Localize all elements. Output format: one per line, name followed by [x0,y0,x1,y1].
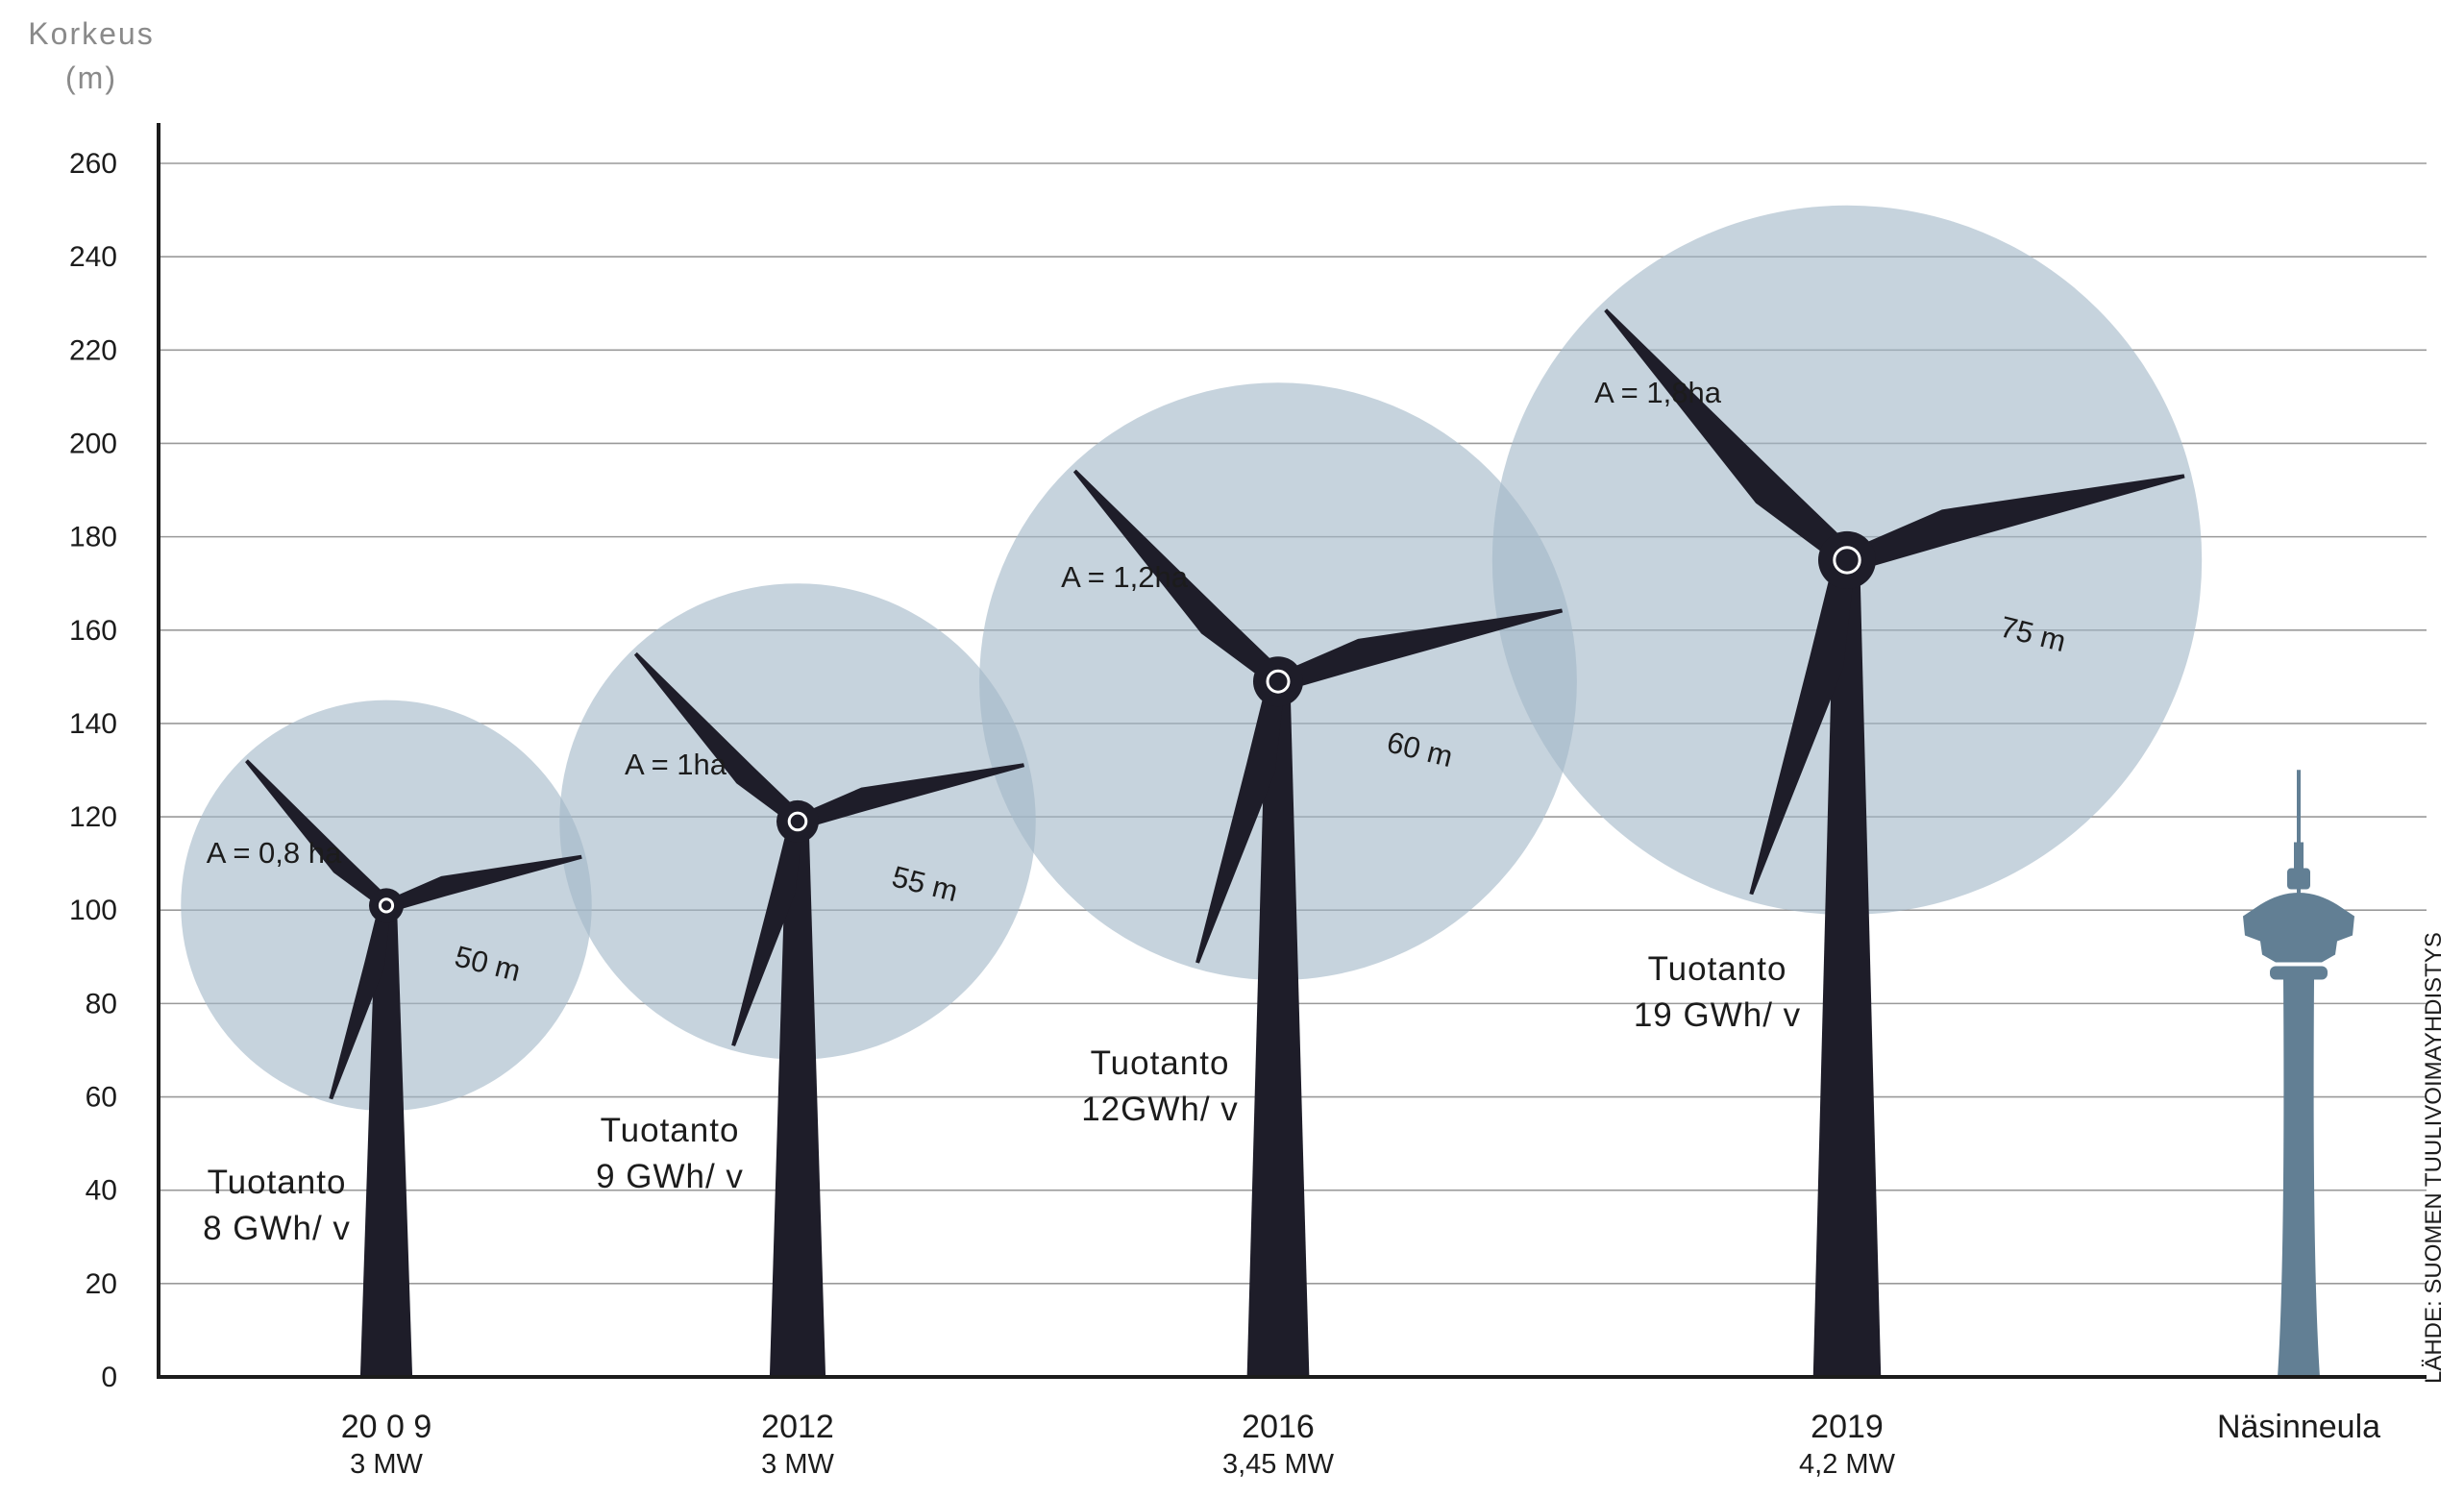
production-label-2: Tuotanto [1091,1044,1230,1082]
turbine-blades-0 [245,759,582,1100]
hub-0 [369,888,404,923]
blade-2-1 [1195,695,1284,964]
area-label-0: A = 0,8 ha [207,836,342,870]
y-tick-240: 240 [69,241,117,273]
power-label-0: 3 MW [350,1449,423,1480]
y-tick-100: 100 [69,895,117,926]
area-label-2: A = 1,2ha [1061,560,1189,594]
y-tick-220: 220 [69,334,117,366]
y-tick-260: 260 [69,148,117,180]
blade-1-0 [809,763,1025,826]
axes [157,123,2427,1379]
blade-3-2 [1604,308,1842,554]
tower-antenna-base [2294,842,2304,872]
y-tick-140: 140 [69,708,117,740]
turbine-blades-1 [633,651,1025,1046]
power-label-1: 3 MW [761,1449,834,1480]
y-tick-120: 120 [69,801,117,833]
turbine-blades-2 [1072,469,1564,964]
blade-0-1 [329,915,390,1100]
turbine-tower-2 [1246,681,1310,1377]
y-axis-title-line2: (m) [65,61,117,95]
turbine-tower-0 [359,905,413,1377]
area-label-3: A = 1,8ha [1594,376,1722,409]
blade-1-1 [731,832,802,1046]
hub-ring-2 [1266,669,1291,694]
tower-label: Näsinneula [2217,1409,2380,1445]
y-tick-80: 80 [86,988,117,1019]
blade-2-2 [1072,469,1273,676]
y-tick-0: 0 [101,1362,117,1393]
blade-1-2 [633,651,794,818]
hub-ring-3 [1833,546,1861,575]
blade-0-2 [245,759,383,902]
power-label-3: 4,2 MW [1799,1449,1896,1480]
production-label-0: Tuotanto [208,1164,347,1201]
production-value-2: 12GWh/ v [1081,1091,1239,1128]
turbine-tower-3 [1812,559,1882,1377]
hub-3 [1818,530,1876,589]
hub-ring-0 [378,897,395,914]
production-label-3: Tuotanto [1648,950,1787,988]
tower-ring [2270,966,2328,980]
source-note: LÄHDE: SUOMEN TUULIVOIMAYHDISTYS [2421,932,2447,1384]
turbine-blades-3 [1604,308,2185,896]
production-label-1: Tuotanto [601,1112,740,1149]
blade-0-0 [396,854,582,910]
production-value-3: 19 GWh/ v [1634,996,1801,1034]
y-tick-60: 60 [86,1082,117,1114]
year-label-3: 2019 [1811,1409,1884,1445]
blade-3-0 [1863,474,2185,567]
y-tick-180: 180 [69,522,117,553]
y-tick-labels: 0 20 40 60 80 100 120 140 160 180 200 220 240 260 [69,148,117,1393]
turbine-tower-1 [769,821,826,1377]
blade-3-1 [1749,577,1854,896]
year-label-2: 2016 [1242,1409,1315,1445]
tower-cap [2287,868,2310,890]
y-tick-200: 200 [69,428,117,459]
production-value-0: 8 GWh/ v [203,1210,351,1247]
y-tick-160: 160 [69,615,117,647]
turbines [245,308,2185,1377]
power-label-2: 3,45 MW [1222,1449,1335,1480]
production-value-1: 9 GWh/ v [596,1158,744,1195]
area-label-1: A = 1ha [625,748,727,781]
y-axis-title-line1: Korkeus [28,16,154,51]
y-tick-40: 40 [86,1175,117,1207]
hub-1 [776,799,819,843]
tower-observation-deck [2243,893,2354,963]
hub-ring-1 [787,811,808,832]
tower-shaft [2278,979,2320,1377]
year-label-0: 20 0 9 [341,1409,432,1445]
year-label-1: 2012 [761,1409,834,1445]
hub-2 [1253,656,1303,707]
nasinneula-tower [2243,770,2354,1377]
y-tick-20: 20 [86,1268,117,1300]
blade-2-0 [1293,608,1564,688]
